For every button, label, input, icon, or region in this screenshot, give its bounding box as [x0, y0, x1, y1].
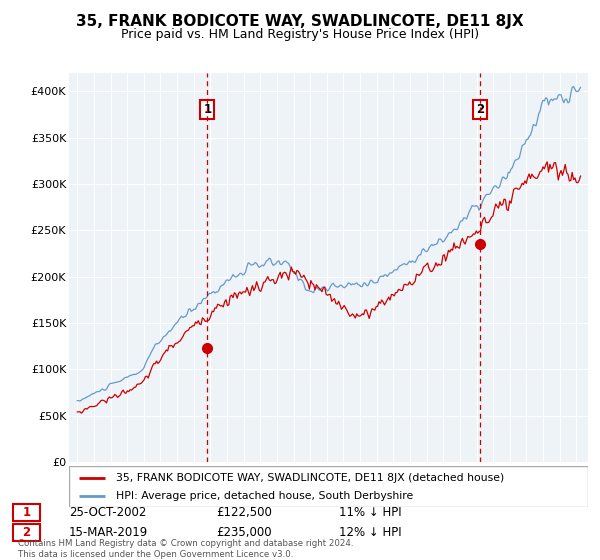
Text: 11% ↓ HPI: 11% ↓ HPI: [339, 506, 401, 519]
Text: £235,000: £235,000: [216, 526, 272, 539]
Text: 35, FRANK BODICOTE WAY, SWADLINCOTE, DE11 8JX (detached house): 35, FRANK BODICOTE WAY, SWADLINCOTE, DE1…: [116, 473, 504, 483]
FancyBboxPatch shape: [13, 524, 40, 541]
Text: Contains HM Land Registry data © Crown copyright and database right 2024.
This d: Contains HM Land Registry data © Crown c…: [18, 539, 353, 559]
Text: 35, FRANK BODICOTE WAY, SWADLINCOTE, DE11 8JX: 35, FRANK BODICOTE WAY, SWADLINCOTE, DE1…: [76, 14, 524, 29]
Text: 15-MAR-2019: 15-MAR-2019: [69, 526, 148, 539]
Text: £122,500: £122,500: [216, 506, 272, 519]
Text: 2: 2: [22, 526, 31, 539]
Text: 2: 2: [476, 103, 484, 116]
Text: 1: 1: [22, 506, 31, 519]
Text: 1: 1: [203, 103, 211, 116]
Text: Price paid vs. HM Land Registry's House Price Index (HPI): Price paid vs. HM Land Registry's House …: [121, 28, 479, 41]
Text: 12% ↓ HPI: 12% ↓ HPI: [339, 526, 401, 539]
Text: 25-OCT-2002: 25-OCT-2002: [69, 506, 146, 519]
FancyBboxPatch shape: [13, 504, 40, 521]
FancyBboxPatch shape: [69, 466, 588, 507]
Text: HPI: Average price, detached house, South Derbyshire: HPI: Average price, detached house, Sout…: [116, 491, 413, 501]
